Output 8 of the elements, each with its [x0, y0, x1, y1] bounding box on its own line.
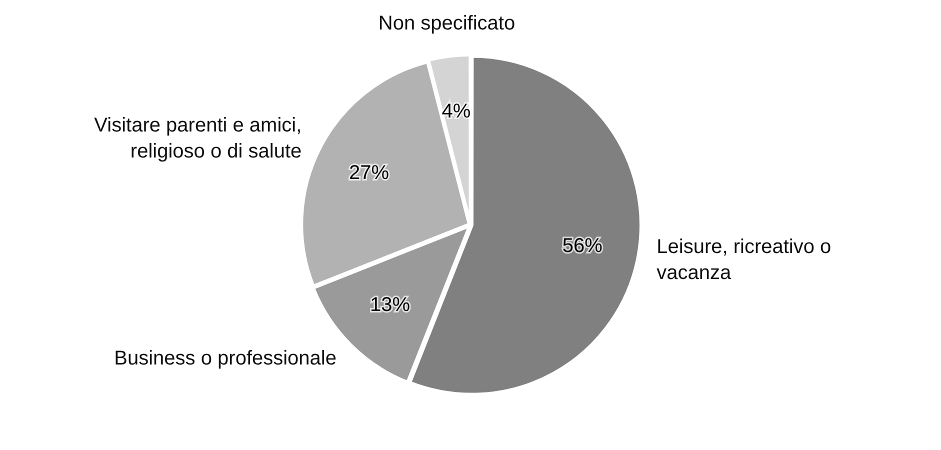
data-label: 56% [562, 234, 603, 257]
slice-label: Non specificato [378, 12, 516, 35]
data-label: 4% [442, 100, 471, 123]
data-label: 13% [370, 294, 410, 316]
slice-label: Leisure, ricreativo o vacanza [656, 236, 832, 284]
data-label: 27% [349, 162, 390, 184]
slice-label: Visitare parenti e amici, religioso o di salute [94, 114, 302, 162]
slice-label: Business o professionale [114, 348, 337, 370]
